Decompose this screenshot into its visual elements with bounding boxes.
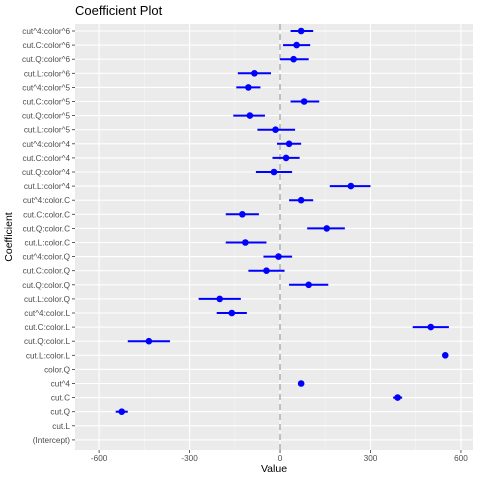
y-tick-label: cut.Q:color.C (23, 224, 70, 233)
point-cut.Q:color.L (145, 337, 153, 345)
point-cut.Q:color^5 (246, 112, 254, 119)
y-tick-label: cut^4:color.Q (22, 253, 70, 262)
y-tick-label: cut^4:color.C (23, 196, 70, 205)
point-cut^4:color^6 (297, 27, 305, 35)
point-cut.Q (118, 408, 126, 416)
y-tick-label: cut^4 (51, 380, 71, 389)
point-cut.L:color.C (242, 239, 249, 246)
point-cut.Q:color.Q (305, 281, 312, 289)
chart-title: Coefficient Plot (75, 3, 163, 18)
coefficient-marks (115, 27, 449, 416)
y-tick-label: cut.Q:color.Q (22, 281, 70, 290)
point-cut.L:color^6 (251, 70, 258, 77)
y-tick-label: cut.C:color^5 (22, 98, 70, 107)
point-cut.C:color.Q (263, 267, 270, 275)
y-tick-label: cut.Q:color^6 (22, 55, 70, 64)
y-tick-label: cut.L (52, 422, 70, 431)
y-tick-label: color.Q (44, 365, 70, 374)
y-tick-label: cut.L:color.Q (24, 295, 70, 304)
x-tick-label: 0 (278, 454, 283, 463)
point-cut.Q:color^4 (270, 168, 278, 176)
y-tick-label: cut.L:color.C (24, 239, 70, 248)
point-cut.L:color^4 (347, 182, 355, 190)
y-tick-label: cut.C:color.L (24, 323, 70, 332)
y-tick-label: cut.Q:color^4 (22, 168, 70, 177)
x-tick-label: -600 (91, 454, 108, 463)
y-tick-label: cut.L:color.L (26, 351, 71, 360)
point-cut.C:color^5 (300, 98, 308, 105)
y-tick-label: cut.L:color^5 (24, 126, 71, 135)
grid-lines (75, 24, 473, 450)
y-tick-label: (Intercept) (33, 436, 71, 445)
point-cut.L:color.L (441, 352, 449, 359)
point-cut.L:color.Q (216, 295, 224, 303)
y-tick-label: cut.C:color^4 (22, 154, 70, 163)
point-cut^4:color.C (297, 196, 305, 204)
y-tick-label: cut.Q (50, 408, 70, 417)
x-tick-label: 300 (364, 454, 378, 463)
x-tick-label: -300 (181, 454, 198, 463)
y-tick-label: cut.C:color^6 (22, 41, 70, 50)
point-cut^4:color^5 (245, 84, 252, 91)
point-cut^4:color.Q (275, 253, 282, 260)
point-cut.C:color^4 (282, 154, 290, 162)
y-tick-label: cut^4:color^4 (22, 140, 70, 149)
y-tick-label: cut.Q:color.L (24, 337, 70, 346)
point-cut^4:color.L (228, 309, 236, 317)
point-cut.Q:color^6 (290, 55, 297, 63)
y-tick-label: cut^4:color.L (24, 309, 70, 318)
y-tick-label: cut^4:color^5 (22, 83, 70, 92)
x-axis-title: Value (261, 463, 287, 475)
point-cut.Q:color.C (323, 225, 331, 232)
point-cut.C:color^6 (293, 41, 300, 49)
plot-panel (75, 24, 473, 450)
point-cut.C:color.L (427, 323, 435, 331)
point-cut^4:color^4 (285, 140, 293, 148)
y-tick-label: cut.C (51, 394, 70, 403)
x-tick-labels: -600 -300 0 300 600 (91, 450, 468, 463)
y-axis-title: Coefficient (3, 212, 15, 262)
y-tick-label: cut.L:color^4 (24, 182, 71, 191)
point-cut.C:color.C (239, 211, 246, 218)
point-cut.C (394, 394, 401, 401)
x-tick-label: 600 (454, 454, 468, 463)
y-tick-label: cut.L:color^6 (24, 69, 71, 78)
y-tick-label: cut^4:color^6 (22, 27, 70, 36)
point-cut.L:color^5 (272, 126, 279, 133)
y-tick-labels: cut^4:color^6 cut.C:color^6 cut.Q:color^6 c… (22, 27, 75, 445)
point-cut^4 (297, 380, 305, 387)
y-tick-label: cut.C:color.C (23, 210, 70, 219)
y-tick-label: cut.C:color.Q (23, 267, 70, 276)
y-tick-label: cut.Q:color^5 (22, 112, 70, 121)
